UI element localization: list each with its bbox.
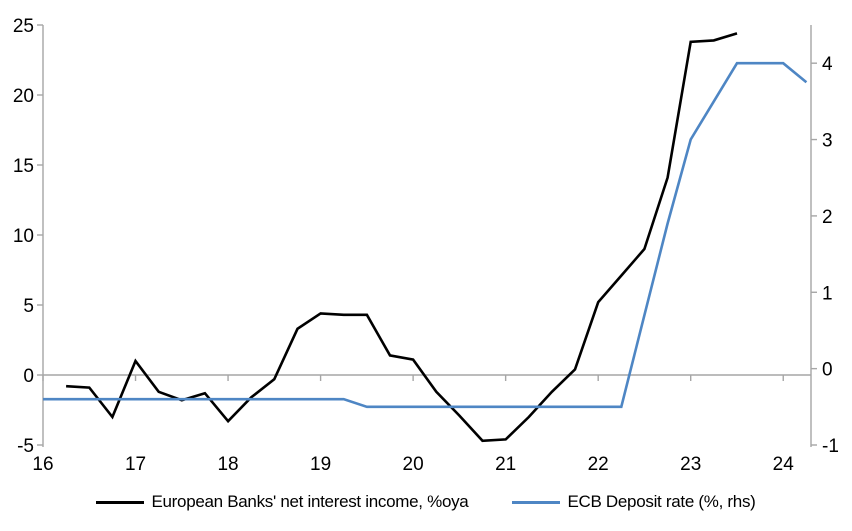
right-axis-tick-label: 2 — [822, 207, 833, 228]
right-axis-tick-label: 0 — [822, 360, 833, 381]
x-axis-tick-label: 24 — [773, 454, 795, 475]
x-axis-tick-label: 17 — [125, 454, 146, 475]
x-axis-tick-label: 21 — [495, 454, 516, 475]
x-axis-tick-label: 16 — [32, 454, 53, 475]
legend-item-net-interest-income: European Banks' net interest income, %oy… — [96, 492, 469, 512]
legend-line-sample-blue — [512, 500, 561, 504]
right-axis-tick-label: 4 — [822, 54, 833, 75]
left-axis-tick-label: 20 — [13, 86, 34, 107]
x-axis-tick-label: 19 — [310, 454, 331, 475]
x-axis-tick-label: 22 — [588, 454, 609, 475]
x-axis-tick-label: 20 — [403, 454, 424, 475]
legend: European Banks' net interest income, %oy… — [0, 488, 852, 516]
left-axis-tick-label: 10 — [13, 226, 34, 247]
legend-line-sample-black — [96, 500, 145, 504]
left-axis-tick-label: 25 — [13, 16, 34, 37]
right-axis-tick-label: 1 — [822, 283, 833, 304]
right-axis-tick-label: -1 — [822, 436, 839, 457]
right-axis-tick-label: 3 — [822, 131, 833, 152]
left-axis-tick-label: 0 — [23, 366, 34, 387]
x-axis-tick-label: 18 — [217, 454, 238, 475]
legend-label-net-interest-income: European Banks' net interest income, %oy… — [151, 492, 469, 511]
legend-item-ecb-deposit-rate: ECB Deposit rate (%, rhs) — [512, 492, 756, 512]
legend-label-ecb-deposit-rate: ECB Deposit rate (%, rhs) — [567, 492, 756, 511]
left-axis-tick-label: 15 — [13, 156, 34, 177]
x-axis-tick-label: 23 — [680, 454, 701, 475]
left-axis-tick-label: 5 — [23, 296, 34, 317]
left-axis-tick-label: -5 — [17, 436, 34, 457]
series-line-ecb-deposit-rate — [43, 61, 808, 409]
series-line-net-interest-income — [66, 32, 738, 443]
